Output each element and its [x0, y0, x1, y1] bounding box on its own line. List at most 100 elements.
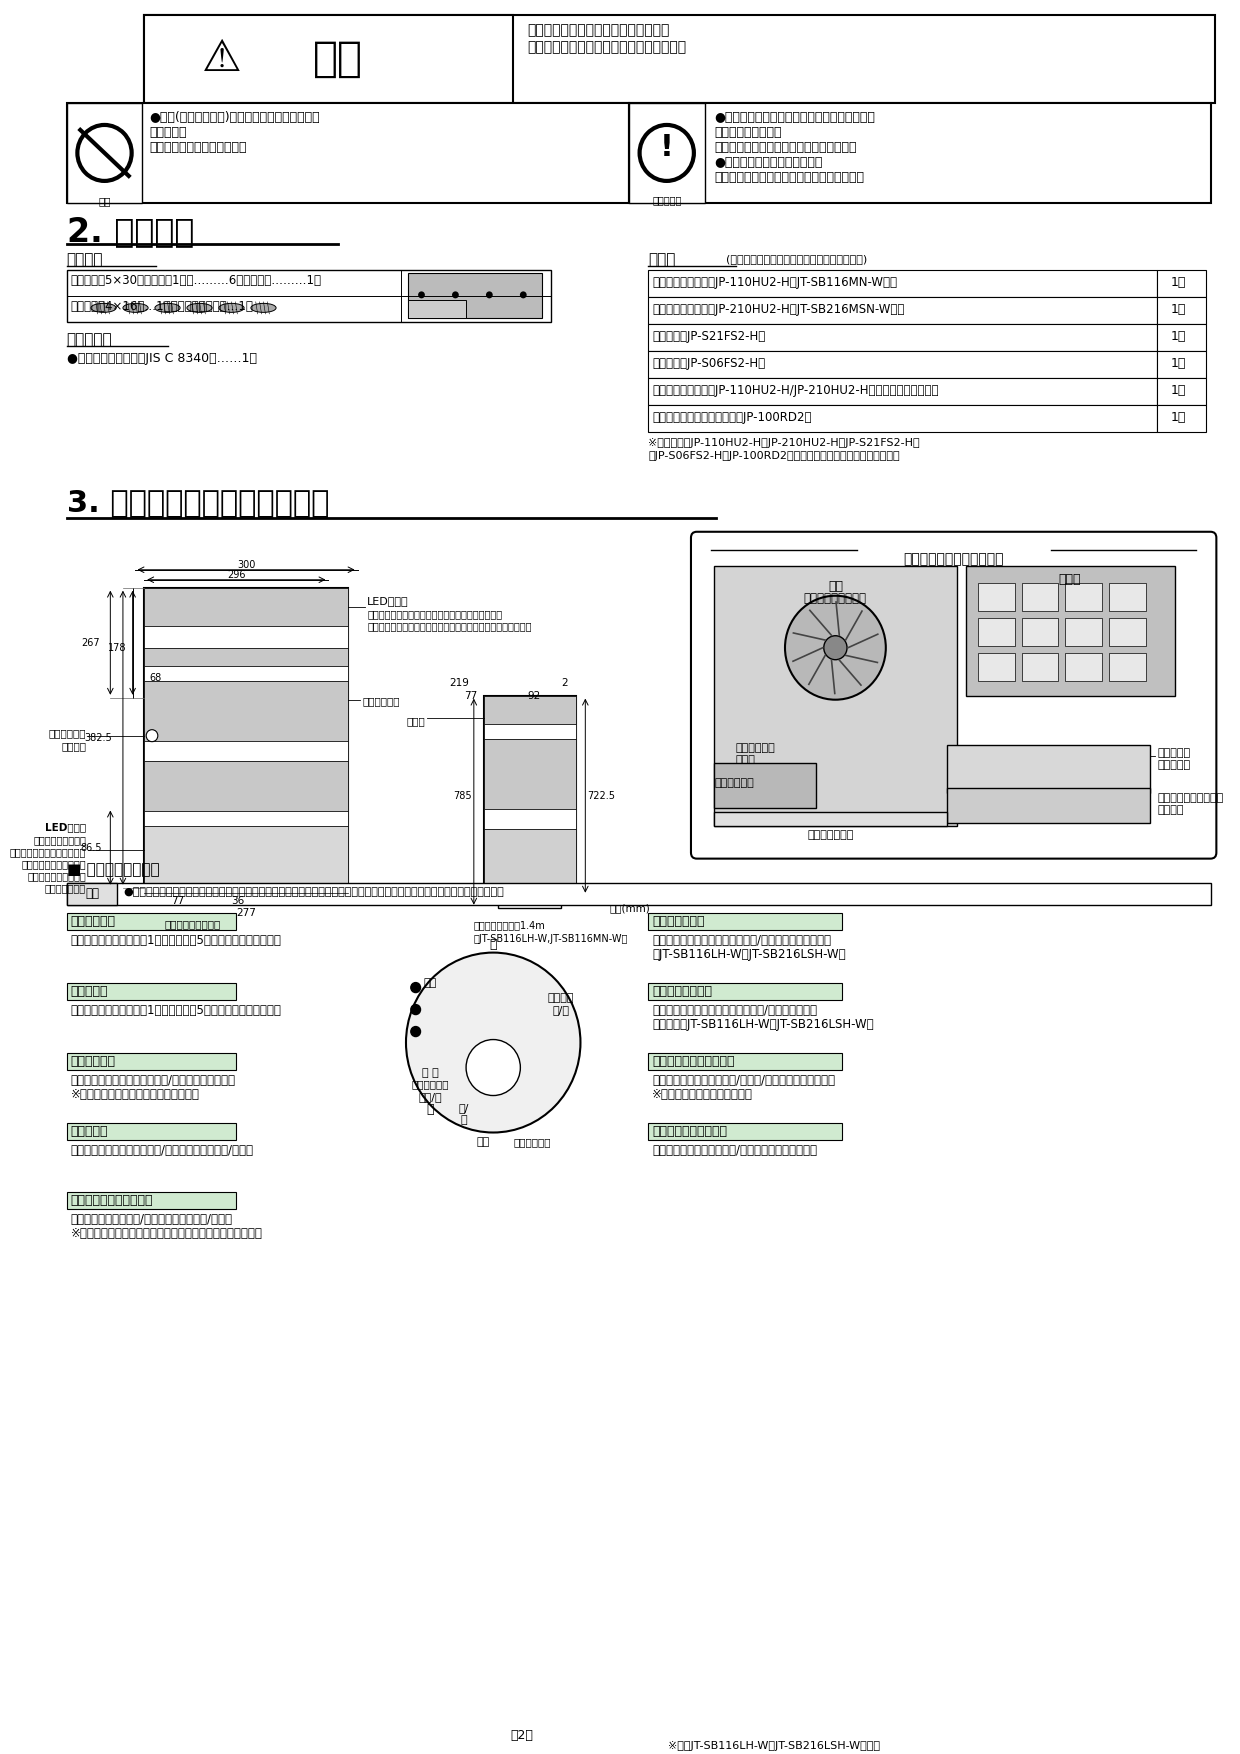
Bar: [144, 810, 347, 826]
Text: ●据付けの際は手袋を着用する: ●据付けの際は手袋を着用する: [714, 156, 822, 168]
Bar: [67, 1123, 237, 1140]
Text: 切: 切: [461, 1114, 467, 1124]
Text: 電源コード有効長1.4m: 電源コード有効長1.4m: [474, 921, 546, 931]
Text: 入/: 入/: [459, 1103, 469, 1112]
Ellipse shape: [91, 303, 117, 312]
Bar: [144, 588, 347, 888]
Circle shape: [486, 291, 492, 298]
Bar: [649, 351, 1157, 377]
Bar: [649, 1052, 842, 1070]
FancyBboxPatch shape: [691, 531, 1216, 859]
Text: 家屋・家財などの物的損害に結びつくもの: 家屋・家財などの物的損害に結びつくもの: [527, 40, 686, 54]
Bar: [144, 626, 347, 647]
Text: フィルター: フィルター: [1157, 759, 1190, 770]
Bar: [714, 812, 947, 826]
Text: 178: 178: [108, 642, 126, 652]
Bar: [484, 696, 575, 896]
Bar: [649, 377, 1157, 405]
Text: ヘルスエアーの風量「弱」/「強」の設定ができます: ヘルスエアーの風量「弱」/「強」の設定ができます: [652, 1144, 817, 1156]
Bar: [649, 296, 1157, 324]
Text: 277: 277: [236, 907, 255, 917]
Text: 1台: 1台: [1171, 410, 1187, 424]
Text: 動作していると点灯します。: 動作していると点灯します。: [10, 847, 86, 858]
Bar: [649, 405, 1157, 431]
Bar: [408, 274, 542, 317]
Text: 219: 219: [450, 677, 470, 688]
Circle shape: [410, 1005, 420, 1014]
Text: 落下によりけがをするおそれがあります: 落下によりけがをするおそれがあります: [714, 140, 857, 154]
Circle shape: [418, 291, 425, 298]
Text: ジェットタオルの運転「入」/「切」を表示（緑色/赤色）: ジェットタオルの運転「入」/「切」を表示（緑色/赤色）: [71, 1144, 254, 1156]
Bar: [484, 828, 575, 896]
Text: 指示に従う: 指示に従う: [652, 195, 682, 205]
Text: 3. 各部のなまえと外形寸法図: 3. 各部のなまえと外形寸法図: [67, 488, 329, 517]
Bar: [649, 270, 1157, 296]
Text: 267: 267: [82, 638, 100, 647]
Bar: [484, 809, 575, 828]
Bar: [408, 300, 466, 317]
Bar: [947, 745, 1151, 793]
Text: ヒーターユニット（JP-210HU2-H）JT-SB216MSN-W専用: ヒーターユニット（JP-210HU2-H）JT-SB216MSN-W専用: [652, 303, 904, 316]
Text: －2－: －2－: [511, 1729, 533, 1742]
Text: 1台: 1台: [1171, 275, 1187, 289]
Text: ●本体の据付工事は、十分強度のあるところを: ●本体の据付工事は、十分強度のあるところを: [714, 111, 875, 125]
Text: （JT-SB116LH-W、JT-SB216LSH-W）: （JT-SB116LH-W、JT-SB216LSH-W）: [652, 947, 846, 961]
Bar: [1157, 270, 1205, 296]
Bar: [1157, 377, 1205, 405]
Text: 86.5: 86.5: [81, 842, 102, 852]
Text: 弱: 弱: [427, 1103, 434, 1116]
Text: 風量スイッチ: 風量スイッチ: [71, 914, 115, 928]
Text: ヒーターランプ: ヒーターランプ: [652, 914, 704, 928]
Text: パネル: パネル: [735, 754, 755, 765]
Text: 「ヘルスエアー機能が動作していると点灯します。: 「ヘルスエアー機能が動作していると点灯します。: [367, 609, 502, 619]
Bar: [1157, 324, 1205, 351]
Text: ※メンテナンスパネルがはずれている状態では点灯しません: ※メンテナンスパネルがはずれている状態では点灯しません: [71, 1228, 263, 1240]
Text: 風量: 風量: [424, 977, 436, 988]
Bar: [1065, 652, 1102, 681]
Text: 296: 296: [227, 570, 246, 581]
Text: 77: 77: [464, 691, 477, 700]
Text: 68: 68: [149, 674, 161, 682]
Bar: [966, 567, 1174, 696]
Text: 選んで確実に行う: 選んで確実に行う: [714, 126, 781, 139]
Text: 77: 77: [171, 896, 185, 905]
Text: 電源スイッチ: 電源スイッチ: [71, 1054, 115, 1068]
Text: 722.5: 722.5: [588, 791, 615, 800]
Text: 推進/切: 推進/切: [418, 1091, 441, 1102]
Text: ヘルスエアースイッチ: ヘルスエアースイッチ: [652, 1124, 727, 1138]
Bar: [978, 617, 1014, 645]
Text: 着用しないとけがをするおそれがあります: 着用しないとけがをするおそれがあります: [714, 170, 864, 184]
Bar: [1109, 652, 1146, 681]
Text: 単位(mm): 単位(mm): [610, 903, 650, 914]
Text: 300: 300: [237, 560, 255, 570]
Text: ヒーター: ヒーター: [548, 993, 574, 1003]
Text: 操作部: 操作部: [1059, 574, 1081, 586]
Bar: [67, 982, 237, 1000]
Circle shape: [410, 1026, 420, 1037]
Text: ユニット: ユニット: [1157, 805, 1184, 814]
Text: 弱 強: 弱 強: [422, 1068, 439, 1077]
Bar: [649, 912, 842, 930]
Text: メンテナンスパネル: メンテナンスパネル: [165, 919, 221, 930]
Text: ホコリ取り: ホコリ取り: [1157, 747, 1190, 758]
Bar: [1022, 617, 1059, 645]
Text: 感電するおそれがあります: 感電するおそれがあります: [149, 140, 247, 154]
Bar: [498, 896, 560, 907]
Bar: [1109, 582, 1146, 610]
Text: （メンテナンスパネルがはずれている状態では点灯しません）: （メンテナンスパネルがはずれている状態では点灯しません）: [367, 621, 532, 631]
Text: 382.5: 382.5: [84, 733, 112, 742]
Bar: [714, 763, 816, 807]
Bar: [1065, 582, 1102, 610]
Text: ●電源ランプの運転「入」とヘルスエアー電源ランプの「入」は高輝度ランプを採用しており、他のランプより明るく見えます: ●電源ランプの運転「入」とヘルスエアー電源ランプの「入」は高輝度ランプを採用して…: [123, 886, 503, 896]
Text: 強: 強: [490, 938, 497, 951]
Bar: [1157, 405, 1205, 431]
Bar: [1022, 582, 1059, 610]
Text: 1台: 1台: [1171, 384, 1187, 396]
Text: スタンド（JP-S06FS2-H）: スタンド（JP-S06FS2-H）: [652, 356, 765, 370]
Text: 風量ランプ: 風量ランプ: [71, 984, 108, 998]
Text: LEDライト: LEDライト: [45, 823, 86, 833]
Text: 電源: 電源: [477, 1138, 490, 1147]
Text: 36: 36: [232, 896, 244, 905]
Text: できます（JT-SB116LH-W、JT-SB216LSH-W）: できます（JT-SB116LH-W、JT-SB216LSH-W）: [652, 1017, 874, 1031]
Text: ヘルスエアー: ヘルスエアー: [412, 1079, 449, 1089]
